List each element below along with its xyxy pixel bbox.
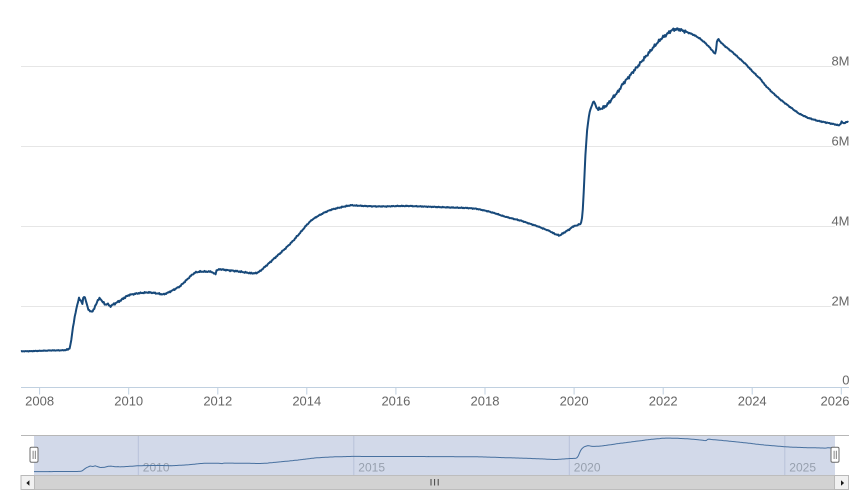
svg-text:2018: 2018: [471, 394, 500, 409]
svg-text:8M: 8M: [831, 54, 849, 69]
svg-text:2024: 2024: [738, 394, 767, 409]
svg-text:2008: 2008: [25, 394, 54, 409]
svg-text:2010: 2010: [114, 394, 143, 409]
svg-text:2025: 2025: [789, 461, 816, 475]
svg-text:2026: 2026: [821, 394, 850, 409]
svg-text:2M: 2M: [831, 294, 849, 309]
svg-text:0: 0: [842, 372, 849, 387]
svg-text:2010: 2010: [143, 461, 170, 475]
svg-text:4M: 4M: [831, 214, 849, 229]
svg-text:2014: 2014: [292, 394, 321, 409]
svg-text:2022: 2022: [649, 394, 678, 409]
svg-text:2020: 2020: [574, 461, 601, 475]
svg-text:2012: 2012: [203, 394, 232, 409]
svg-text:2016: 2016: [381, 394, 410, 409]
svg-text:2020: 2020: [560, 394, 589, 409]
svg-text:2015: 2015: [358, 461, 385, 475]
svg-text:6M: 6M: [831, 134, 849, 149]
